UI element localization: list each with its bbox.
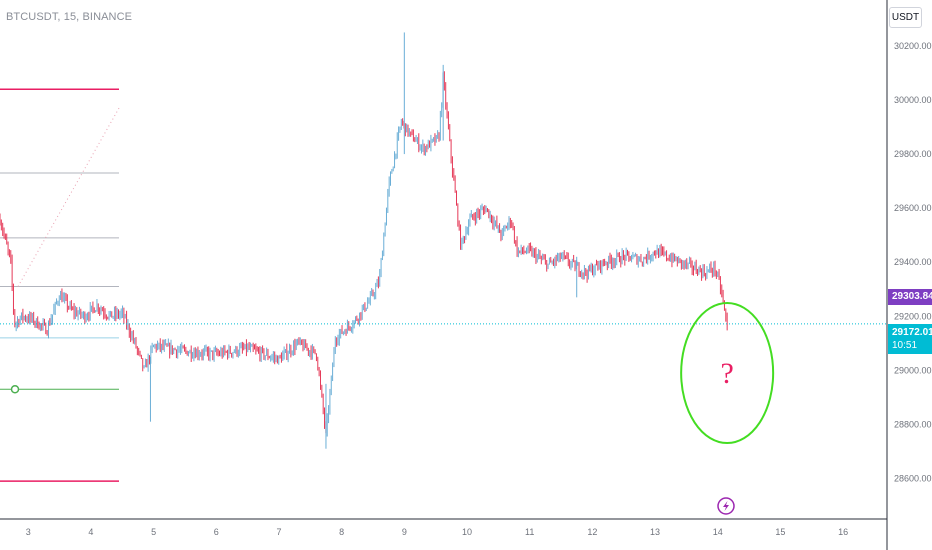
last-price-badge: 29303.84 (888, 289, 932, 305)
y-tick-label: 28800.00 (894, 419, 932, 429)
annotation-question-mark: ? (720, 357, 733, 390)
x-tick-label: 16 (838, 527, 848, 537)
y-tick-label: 29400.00 (894, 257, 932, 267)
x-tick-label: 3 (26, 527, 31, 537)
candle-series (0, 32, 728, 449)
x-tick-label: 14 (713, 527, 723, 537)
symbol-title: BTCUSDT, 15, BINANCE (6, 11, 133, 23)
annotation-circle (680, 302, 775, 445)
candle-countdown: 10:51 (892, 340, 918, 351)
current-price-value: 29172.01 (892, 327, 932, 338)
x-tick-label: 6 (214, 527, 219, 537)
x-tick-label: 12 (587, 527, 597, 537)
horizontal-levels (0, 88, 119, 482)
x-tick-label: 11 (525, 527, 534, 537)
x-tick-label: 8 (339, 527, 344, 537)
y-tick-label: 30000.00 (894, 95, 932, 105)
x-tick-label: 4 (88, 527, 93, 537)
y-tick-label: 29800.00 (894, 149, 932, 159)
question-annotation[interactable]: ? (680, 302, 775, 445)
y-tick-label: 29000.00 (894, 365, 932, 375)
x-tick-label: 15 (775, 527, 785, 537)
current-price-badge: 29172.01 10:51 (888, 324, 932, 354)
lightning-icon[interactable] (717, 497, 735, 515)
y-tick-label: 29600.00 (894, 203, 932, 213)
y-tick-label: 28600.00 (894, 473, 932, 483)
x-tick-label: 10 (462, 527, 472, 537)
price-axis[interactable]: 28600.00 28800.00 29000.00 29200.00 29400.00… (886, 0, 932, 550)
currency-button[interactable]: USDT (889, 7, 922, 28)
x-tick-label: 7 (276, 527, 281, 537)
x-tick-label: 13 (650, 527, 660, 537)
y-tick-label: 30200.00 (894, 41, 932, 51)
dotted-trendline (17, 107, 120, 287)
y-tick-label: 29200.00 (894, 311, 932, 321)
level-handle[interactable] (10, 385, 20, 394)
time-axis[interactable]: 3 4 5 6 7 8 9 10 11 12 13 14 15 16 (0, 518, 887, 537)
x-tick-label: 9 (402, 527, 407, 537)
x-tick-label: 5 (151, 527, 156, 537)
